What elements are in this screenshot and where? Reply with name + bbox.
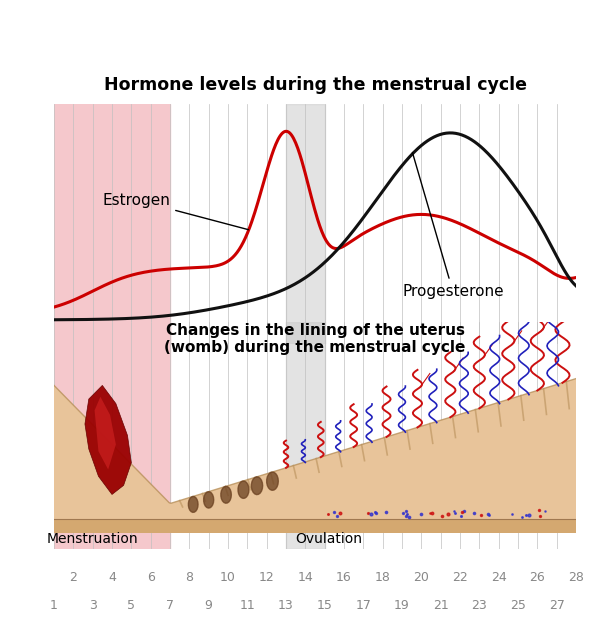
Bar [286,104,325,344]
Text: 23: 23 [472,599,487,613]
Polygon shape [203,492,214,508]
Text: 24: 24 [491,571,506,584]
Bar [54,322,170,549]
Text: 8: 8 [185,571,193,584]
Text: 21: 21 [433,599,449,613]
Text: 26: 26 [529,571,545,584]
Polygon shape [54,519,576,533]
Text: 25: 25 [510,599,526,613]
Polygon shape [85,386,131,495]
Text: 17: 17 [355,599,371,613]
Polygon shape [266,472,278,490]
Text: Progesterone: Progesterone [402,153,503,298]
Polygon shape [251,477,263,495]
Bar [286,322,325,549]
Text: Estrogen: Estrogen [103,192,248,230]
Text: 6: 6 [147,571,155,584]
Text: 22: 22 [452,571,468,584]
Polygon shape [221,487,232,504]
Text: 19: 19 [394,599,410,613]
Text: 3: 3 [89,599,97,613]
Text: 13: 13 [278,599,294,613]
Polygon shape [54,379,576,519]
Text: 28: 28 [568,571,584,584]
Text: 4: 4 [108,571,116,584]
Text: 14: 14 [298,571,313,584]
Text: 12: 12 [259,571,275,584]
Text: Menstruation: Menstruation [47,532,139,546]
Text: 16: 16 [336,571,352,584]
Text: 10: 10 [220,571,236,584]
Polygon shape [188,497,198,512]
Text: 9: 9 [205,599,212,613]
Text: 7: 7 [166,599,174,613]
Text: Changes in the lining of the uterus
(womb) during the menstrual cycle: Changes in the lining of the uterus (wom… [164,323,466,355]
Text: Ovulation: Ovulation [296,532,362,546]
Text: 18: 18 [375,571,391,584]
Title: Hormone levels during the menstrual cycle: Hormone levels during the menstrual cycl… [104,76,527,94]
Polygon shape [576,379,586,533]
Text: 2: 2 [70,571,77,584]
Text: 1: 1 [50,599,58,613]
Text: 15: 15 [317,599,332,613]
Text: 20: 20 [413,571,429,584]
Polygon shape [238,481,249,498]
Text: 27: 27 [549,599,565,613]
Text: 11: 11 [239,599,255,613]
Bar [54,104,170,344]
Text: 5: 5 [127,599,136,613]
Polygon shape [95,397,116,469]
